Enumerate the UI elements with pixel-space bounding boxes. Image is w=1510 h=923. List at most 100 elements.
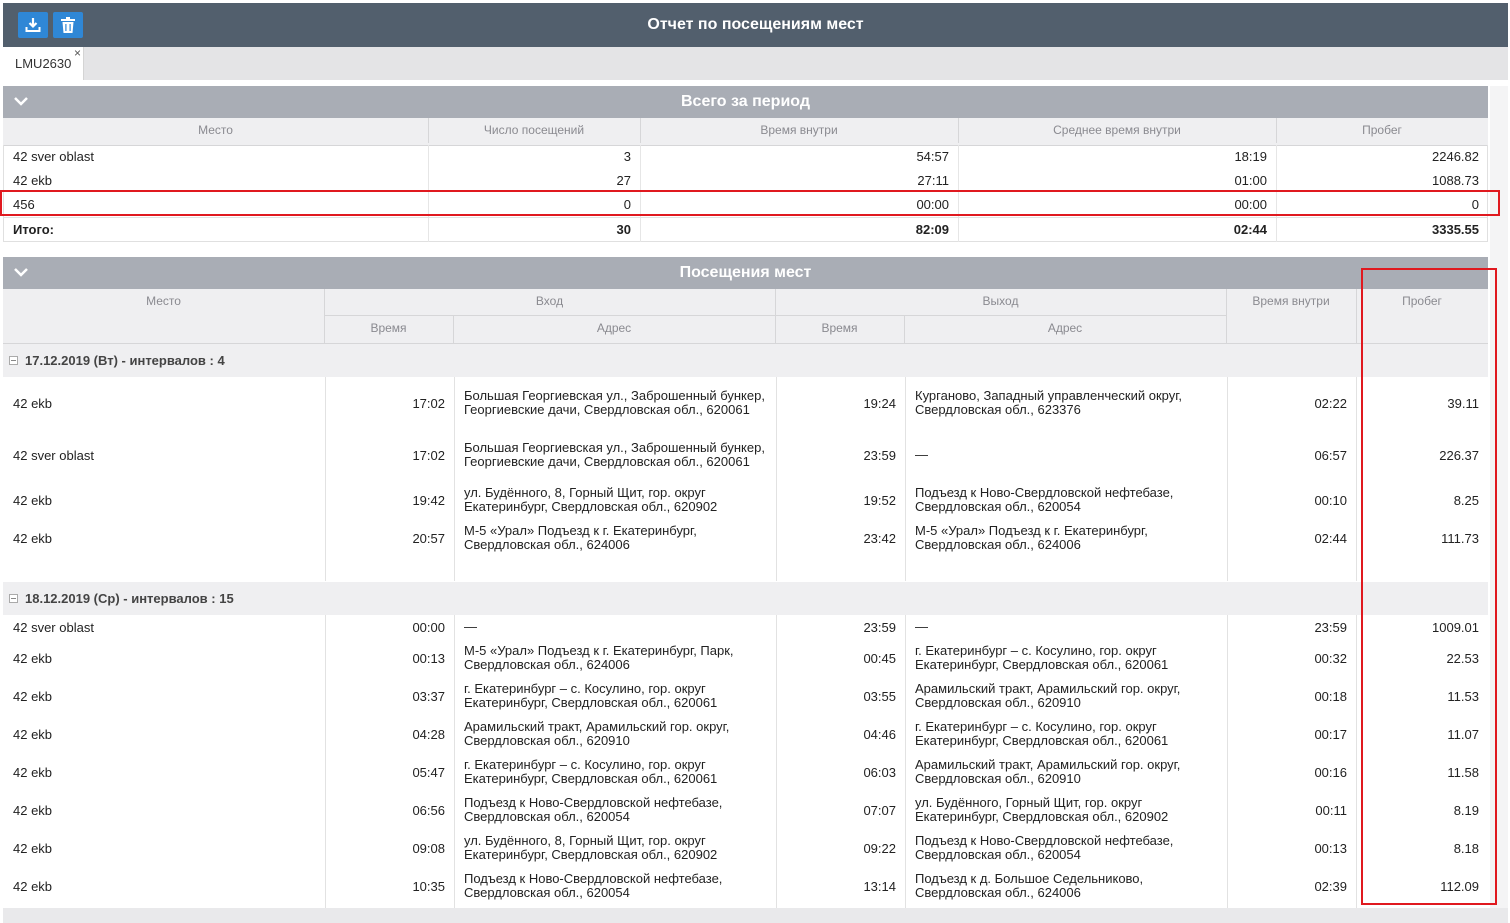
cell-entry-time: 00:00 — [412, 619, 445, 635]
cell-time-inside: 02:22 — [1314, 395, 1347, 411]
col-header-exit[interactable]: Выход — [775, 289, 1227, 316]
visits-panel-header[interactable]: Посещения мест — [3, 257, 1488, 289]
col-header-time-inside[interactable]: Время внутри — [1226, 289, 1357, 343]
table-row[interactable]: 42 ekb 03:37 г. Екатеринбург – с. Косули… — [3, 679, 1488, 713]
cell-exit-address: г. Екатеринбург – с. Косулино, гор. окру… — [915, 719, 1169, 748]
vertical-scrollbar[interactable] — [1490, 86, 1508, 908]
cell-time-inside: 02:44 — [1314, 530, 1347, 546]
close-icon[interactable]: × — [73, 46, 81, 60]
table-row[interactable]: 42 ekb 17:02 Большая Георгиевская ул., З… — [3, 379, 1488, 427]
summary-panel-header[interactable]: Всего за период — [3, 86, 1488, 118]
cell-time: 00:00 — [641, 193, 959, 217]
col-header-place[interactable]: Место — [3, 289, 325, 343]
col-header-entry[interactable]: Вход — [324, 289, 776, 316]
horizontal-scrollbar[interactable] — [3, 908, 1508, 923]
col-header-entry-time[interactable]: Время — [324, 316, 454, 343]
group-header[interactable]: 18.12.2019 (Ср) - интервалов : 15 — [3, 582, 1488, 615]
cell-exit-time: 04:46 — [863, 726, 896, 742]
column-divider — [905, 377, 906, 581]
group-label: 18.12.2019 (Ср) - интервалов : 15 — [25, 591, 234, 606]
cell-exit-address: Подъезд к Ново-Свердловской нефтебазе, С… — [915, 485, 1174, 514]
col-header-exit-time[interactable]: Время — [775, 316, 905, 343]
total-mileage: 3335.55 — [1432, 222, 1479, 237]
col-header-exit-address[interactable]: Адрес — [904, 316, 1227, 343]
collapse-icon[interactable] — [9, 594, 18, 603]
cell-exit-time: 03:55 — [863, 688, 896, 704]
table-row[interactable]: 42 ekb 10:35 Подъезд к Ново-Свердловской… — [3, 869, 1488, 903]
total-row: Итого: 30 82:09 02:44 3335.55 — [3, 217, 1488, 242]
download-button[interactable] — [18, 12, 48, 38]
table-row[interactable]: 42 sver oblast 17:02 Большая Георгиевска… — [3, 431, 1488, 479]
cell-entry-time: 06:56 — [412, 802, 445, 818]
cell-exit-address: г. Екатеринбург – с. Косулино, гор. окру… — [915, 643, 1169, 672]
cell-mileage: 0 — [1471, 197, 1479, 212]
cell-exit-address: Арамильский тракт, Арамильский гор. окру… — [915, 757, 1181, 786]
col-header-visits[interactable]: Число посещений — [428, 118, 641, 143]
cell-exit-time: 09:22 — [863, 840, 896, 856]
table-row[interactable]: 42 ekb 05:47 г. Екатеринбург – с. Косули… — [3, 755, 1488, 789]
table-row[interactable]: 42 ekb 19:42 ул. Будённого, 8, Горный Щи… — [3, 483, 1488, 517]
cell-time-inside: 00:10 — [1314, 492, 1347, 508]
col-header-mileage[interactable]: Пробег — [1362, 123, 1402, 137]
column-divider — [1227, 615, 1228, 908]
cell-avg: 00:00 — [959, 193, 1277, 217]
cell-time: 54:57 — [641, 145, 959, 169]
cell-place: 42 ekb — [13, 726, 53, 742]
cell-time-inside: 06:57 — [1314, 447, 1347, 463]
total-time: 82:09 — [641, 218, 959, 242]
col-header-time-inside[interactable]: Время внутри — [640, 118, 959, 143]
cell-visits: 27 — [429, 169, 641, 193]
cell-entry-address: Большая Георгиевская ул., Заброшенный бу… — [464, 388, 765, 417]
column-divider — [325, 377, 326, 581]
column-divider — [1356, 615, 1357, 908]
cell-entry-address: — — [464, 619, 477, 634]
col-header-avg-time[interactable]: Среднее время внутри — [958, 118, 1277, 143]
cell-exit-time: 06:03 — [863, 764, 896, 780]
chevron-down-icon[interactable] — [13, 94, 29, 108]
table-row[interactable]: 42 sver oblast 3 54:57 18:19 2246.82 — [3, 145, 1488, 169]
cell-entry-time: 20:57 — [412, 530, 445, 546]
cell-place: 456 — [3, 193, 429, 217]
collapse-icon[interactable] — [9, 356, 18, 365]
table-row[interactable]: 42 ekb 00:13 М-5 «Урал» Подъезд к г. Ека… — [3, 641, 1488, 675]
tab-lmu2630[interactable]: LMU2630 × — [3, 47, 84, 80]
cell-entry-address: ул. Будённого, 8, Горный Щит, гор. округ… — [464, 485, 718, 514]
cell-entry-time: 03:37 — [412, 688, 445, 704]
table-row[interactable]: 456 0 00:00 00:00 0 — [3, 193, 1488, 217]
table-row[interactable]: 42 ekb 09:08 ул. Будённого, 8, Горный Щи… — [3, 831, 1488, 865]
cell-avg: 01:00 — [959, 169, 1277, 193]
col-header-entry-address[interactable]: Адрес — [453, 316, 776, 343]
col-header-mileage[interactable]: Пробег — [1402, 294, 1442, 308]
delete-button[interactable] — [53, 12, 83, 38]
cell-entry-address: Подъезд к Ново-Свердловской нефтебазе, С… — [464, 871, 723, 900]
cell-exit-address: Арамильский тракт, Арамильский гор. окру… — [915, 681, 1181, 710]
table-row[interactable]: 42 sver oblast 00:00 — 23:59 — 23:59 100… — [3, 617, 1488, 637]
group-header[interactable]: 17.12.2019 (Вт) - интервалов : 4 — [3, 344, 1488, 377]
cell-entry-address: г. Екатеринбург – с. Косулино, гор. окру… — [464, 757, 718, 786]
cell-mileage: 226.37 — [1439, 447, 1479, 463]
cell-exit-address: — — [915, 619, 928, 634]
cell-place: 42 ekb — [13, 492, 53, 508]
cell-entry-address: Подъезд к Ново-Свердловской нефтебазе, С… — [464, 795, 723, 824]
cell-entry-address: М-5 «Урал» Подъезд к г. Екатеринбург, Св… — [464, 523, 697, 552]
cell-place: 42 sver oblast — [13, 447, 94, 463]
page-title: Отчет по посещениям мест — [647, 16, 864, 33]
cell-mileage: 8.25 — [1453, 492, 1479, 508]
table-row[interactable]: 42 ekb 06:56 Подъезд к Ново-Свердловской… — [3, 793, 1488, 827]
column-divider — [776, 615, 777, 908]
cell-mileage: 22.53 — [1446, 650, 1479, 666]
highlight-box-row — [0, 190, 1500, 216]
table-row[interactable]: 42 ekb 27 27:11 01:00 1088.73 — [3, 169, 1488, 193]
cell-entry-time: 04:28 — [412, 726, 445, 742]
col-header-place[interactable]: Место — [3, 118, 429, 143]
table-row[interactable]: 42 ekb 20:57 М-5 «Урал» Подъезд к г. Ека… — [3, 521, 1488, 555]
cell-mileage: 111.73 — [1441, 530, 1479, 546]
cell-exit-time: 23:59 — [863, 619, 896, 635]
cell-entry-time: 17:02 — [412, 447, 445, 463]
cell-time-inside: 00:17 — [1314, 726, 1347, 742]
cell-entry-time: 17:02 — [412, 395, 445, 411]
chevron-down-icon[interactable] — [13, 265, 29, 279]
table-row[interactable]: 42 ekb 04:28 Арамильский тракт, Арамильс… — [3, 717, 1488, 751]
cell-exit-time: 13:14 — [863, 878, 896, 894]
cell-entry-address: Арамильский тракт, Арамильский гор. окру… — [464, 719, 730, 748]
